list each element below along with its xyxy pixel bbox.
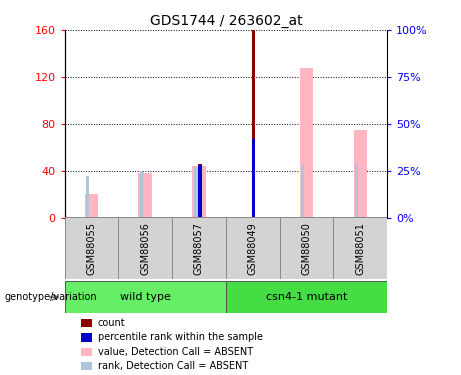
Bar xyxy=(192,166,206,218)
Bar xyxy=(333,217,387,279)
Bar xyxy=(301,165,304,218)
Text: percentile rank within the sample: percentile rank within the sample xyxy=(98,333,263,342)
Text: wild type: wild type xyxy=(120,292,171,302)
Text: csn4-1 mutant: csn4-1 mutant xyxy=(266,292,347,302)
Bar xyxy=(226,281,387,313)
Bar xyxy=(355,165,358,218)
Text: GSM88049: GSM88049 xyxy=(248,222,258,275)
Bar xyxy=(85,194,98,217)
Bar xyxy=(65,281,226,313)
Text: value, Detection Call = ABSENT: value, Detection Call = ABSENT xyxy=(98,347,253,357)
Title: GDS1744 / 263602_at: GDS1744 / 263602_at xyxy=(149,13,302,28)
Bar xyxy=(252,30,255,217)
Text: genotype/variation: genotype/variation xyxy=(5,292,97,302)
Text: rank, Detection Call = ABSENT: rank, Detection Call = ABSENT xyxy=(98,361,248,371)
Bar xyxy=(118,217,172,279)
Text: GSM88056: GSM88056 xyxy=(140,222,150,275)
Bar xyxy=(226,217,280,279)
Text: GSM88057: GSM88057 xyxy=(194,222,204,275)
Bar xyxy=(252,139,255,218)
Bar xyxy=(198,165,202,218)
Bar xyxy=(172,217,226,279)
Bar xyxy=(140,171,143,217)
Bar xyxy=(65,217,118,279)
Bar xyxy=(86,176,89,218)
Bar xyxy=(194,167,197,218)
Bar xyxy=(300,68,313,218)
Bar xyxy=(280,217,333,279)
Text: count: count xyxy=(98,318,125,328)
Text: GSM88055: GSM88055 xyxy=(86,222,96,275)
Bar xyxy=(354,130,367,218)
Text: GSM88051: GSM88051 xyxy=(355,222,366,275)
Bar xyxy=(138,173,152,217)
Text: GSM88050: GSM88050 xyxy=(301,222,312,275)
Bar xyxy=(198,164,202,218)
